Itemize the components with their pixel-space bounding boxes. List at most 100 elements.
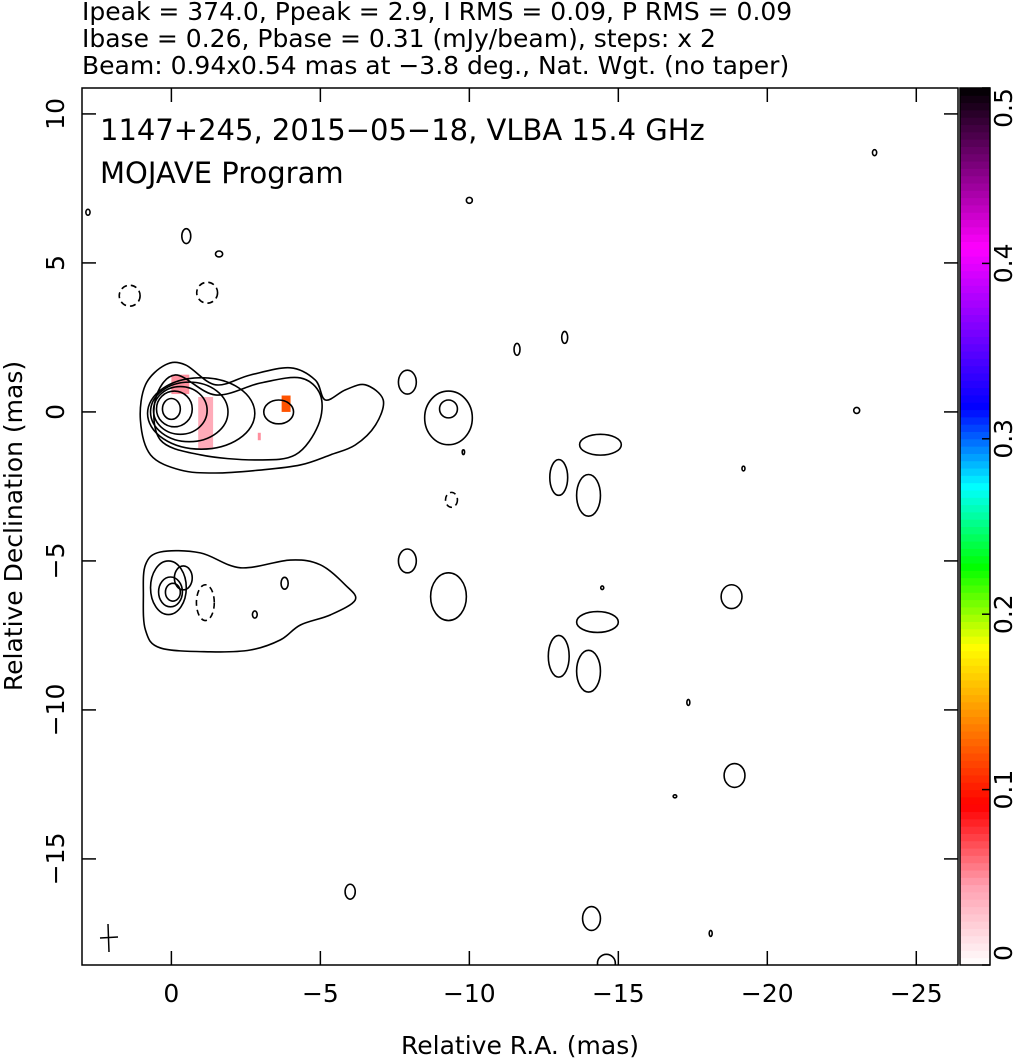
colorbar-cell (960, 891, 990, 900)
colorbar-cell (960, 124, 990, 133)
colorbar-cell (960, 913, 990, 922)
colorbar-cell (960, 855, 990, 864)
colorbar-cell (960, 131, 990, 140)
contour (157, 576, 184, 608)
y-tick-label: 0 (41, 404, 70, 420)
contour (429, 572, 468, 622)
colorbar-cell (960, 584, 990, 593)
colorbar-cell (960, 950, 990, 959)
pol-patch (198, 397, 214, 450)
contour (142, 549, 357, 653)
x-tick-label: −25 (890, 979, 943, 1008)
colorbar-cell (960, 774, 990, 783)
colorbar-cell (960, 533, 990, 542)
colorbar-cell (960, 175, 990, 184)
colorbar-cell (960, 212, 990, 221)
x-tick-label: −15 (592, 979, 645, 1008)
colorbar-cell (960, 928, 990, 937)
colorbar-cell (960, 862, 990, 871)
contour (548, 458, 569, 497)
colorbar-cell (960, 957, 990, 966)
contour (280, 576, 289, 591)
colorbar-cell (960, 146, 990, 155)
colorbar-cell (960, 139, 990, 147)
contour (344, 883, 357, 900)
colorbar-tick-label: 0 (989, 945, 1018, 961)
colorbar-cell (960, 409, 990, 418)
colorbar-cell (960, 606, 990, 615)
colorbar-cell (960, 468, 990, 476)
y-tick-label: −15 (41, 833, 70, 886)
colorbar-cell (960, 475, 990, 484)
colorbar-cell (960, 497, 990, 506)
colorbar-cell (960, 394, 990, 403)
colorbar-cell (960, 701, 990, 710)
colorbar-cell (960, 285, 990, 294)
colorbar-cell (960, 88, 990, 96)
colorbar-tick-label: 0.1 (989, 770, 1018, 810)
title-line: Ipeak = 374.0, Ppeak = 2.9, I RMS = 0.09… (82, 0, 792, 26)
contour (195, 281, 219, 304)
colorbar-cell (960, 935, 990, 944)
colorbar-cell (960, 738, 990, 747)
colorbar-cell (960, 431, 990, 440)
colorbar-cell (960, 782, 990, 791)
contour (262, 399, 295, 425)
contour (461, 448, 466, 456)
contour (152, 385, 208, 436)
contour (214, 250, 224, 258)
colorbar-cell (960, 446, 990, 454)
contour (560, 330, 569, 345)
colorbar-cell (960, 95, 990, 104)
colorbar-cell (960, 168, 990, 177)
y-tick-label: 5 (41, 255, 70, 271)
colorbar-cell (960, 643, 990, 652)
colorbar-cell (960, 526, 990, 535)
colorbar-cell (960, 796, 990, 805)
colorbar-cell (960, 679, 990, 688)
contour (173, 565, 194, 591)
colorbar-cell (960, 365, 990, 374)
colorbar-cell (960, 760, 990, 769)
colorbar-cell (960, 731, 990, 739)
colorbar-cell (960, 548, 990, 557)
contour (686, 698, 691, 707)
colorbar-cell (960, 351, 990, 359)
contour (708, 929, 713, 938)
colorbar-cell (960, 117, 990, 126)
contour (741, 465, 746, 472)
colorbar-cell (960, 877, 990, 886)
plot-area (85, 148, 878, 965)
contour (723, 762, 746, 789)
colorbar-cell (960, 753, 990, 761)
colorbar-cell (960, 314, 990, 323)
x-tick-label: −5 (302, 979, 339, 1008)
colorbar-cell (960, 541, 990, 549)
colorbar-cell (960, 840, 990, 849)
colorbar-cell (960, 869, 990, 878)
colorbar-cell (960, 321, 990, 330)
x-axis-label: Relative R.A. (mas) (401, 1031, 639, 1060)
contour (251, 610, 259, 619)
colorbar-cell (960, 848, 990, 856)
colorbar-cell (960, 789, 990, 798)
contour (146, 376, 256, 450)
pol-patch (281, 395, 291, 412)
colorbar-cell (960, 599, 990, 608)
title-line: Ibase = 0.26, Pbase = 0.31 (mJy/beam), s… (82, 24, 716, 53)
contour (118, 284, 141, 307)
colorbar-cell (960, 387, 990, 396)
y-tick-label: 10 (41, 98, 70, 130)
contour (155, 390, 194, 428)
contour (672, 794, 678, 799)
colorbar-cell (960, 402, 990, 411)
colorbar-cell (960, 767, 990, 776)
contour (871, 148, 878, 157)
colorbar-cell (960, 292, 990, 301)
contour (575, 473, 602, 518)
plot-frame (81, 87, 959, 966)
colorbar-cell (960, 709, 990, 718)
colorbar-cell (960, 906, 990, 915)
contour (181, 227, 192, 245)
